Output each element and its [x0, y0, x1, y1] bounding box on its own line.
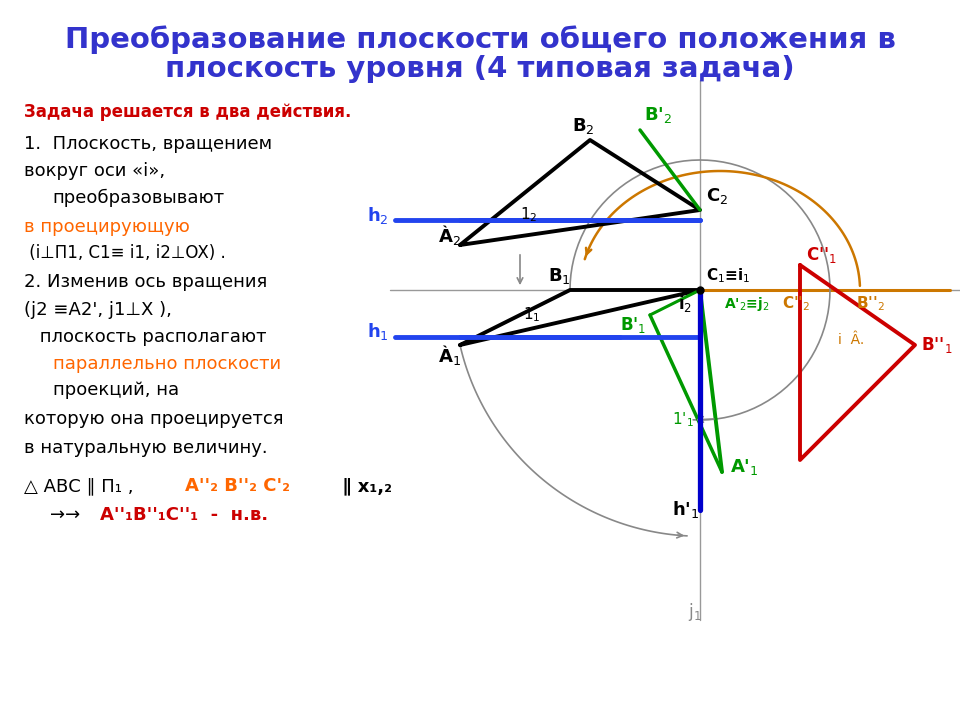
Text: вокруг оси «i»,: вокруг оси «i»,	[24, 163, 165, 180]
Text: i  Â.: i Â.	[838, 333, 864, 347]
Text: A'$_2$≡j$_2$: A'$_2$≡j$_2$	[724, 295, 770, 313]
Text: À$_2$: À$_2$	[438, 223, 461, 247]
Text: 1'$_1$: 1'$_1$	[672, 410, 694, 429]
Text: B''$_1$: B''$_1$	[921, 335, 952, 355]
Text: À$_1$: À$_1$	[438, 343, 461, 367]
Text: которую она проецируется: которую она проецируется	[24, 410, 283, 428]
Text: плоскость располагают: плоскость располагают	[34, 328, 266, 346]
Text: j$_1$: j$_1$	[688, 601, 702, 623]
Text: в проецирующую: в проецирующую	[24, 217, 190, 235]
Text: C$_1$≡i$_1$: C$_1$≡i$_1$	[706, 266, 751, 285]
Text: 1.  Плоскость, вращением: 1. Плоскость, вращением	[24, 135, 272, 153]
Text: i$_2$: i$_2$	[678, 294, 692, 315]
Text: B'$_2$: B'$_2$	[644, 105, 672, 125]
Text: Задача решается в два действия.: Задача решается в два действия.	[24, 102, 351, 120]
Text: h'$_1$: h'$_1$	[672, 500, 700, 521]
Text: △ АВС ∥ П₁ ,: △ АВС ∥ П₁ ,	[24, 477, 145, 495]
Text: 2. Изменив ось вращения: 2. Изменив ось вращения	[24, 273, 267, 291]
Text: 1$_2$: 1$_2$	[520, 206, 538, 225]
Text: 1$_1$: 1$_1$	[523, 306, 540, 324]
Text: B$_2$: B$_2$	[572, 116, 594, 136]
Text: A'$_1$: A'$_1$	[730, 457, 758, 477]
Text: плоскость уровня (4 типовая задача): плоскость уровня (4 типовая задача)	[165, 55, 795, 83]
Text: A''₁B''₁C''₁  -  н.в.: A''₁B''₁C''₁ - н.в.	[100, 505, 268, 524]
Text: →→: →→	[50, 505, 98, 524]
Text: преобразовывают: преобразовывают	[53, 189, 225, 207]
Text: B'$_1$: B'$_1$	[620, 315, 646, 335]
Text: B''$_2$: B''$_2$	[856, 294, 885, 313]
Text: B$_1$: B$_1$	[548, 266, 571, 286]
Text: ∥ x₁,₂: ∥ x₁,₂	[330, 477, 392, 495]
Text: C''$_2$: C''$_2$	[782, 294, 810, 313]
Text: проекций, на: проекций, на	[53, 382, 179, 399]
Text: (i⊥П1, C1≡ i1, i2⊥OX) .: (i⊥П1, C1≡ i1, i2⊥OX) .	[24, 245, 226, 262]
Text: h$_1$: h$_1$	[367, 322, 389, 343]
Text: параллельно плоскости: параллельно плоскости	[53, 355, 281, 373]
Text: A''₂ B''₂ C'₂: A''₂ B''₂ C'₂	[185, 477, 290, 495]
Text: C$_2$: C$_2$	[706, 186, 728, 206]
Text: C''$_1$: C''$_1$	[806, 245, 837, 265]
Text: Преобразование плоскости общего положения в: Преобразование плоскости общего положени…	[64, 25, 896, 54]
Text: в натуральную величину.: в натуральную величину.	[24, 438, 268, 456]
Text: h$_2$: h$_2$	[367, 204, 389, 225]
Text: (j2 ≡A2', j1⊥X ),: (j2 ≡A2', j1⊥X ),	[24, 301, 172, 318]
